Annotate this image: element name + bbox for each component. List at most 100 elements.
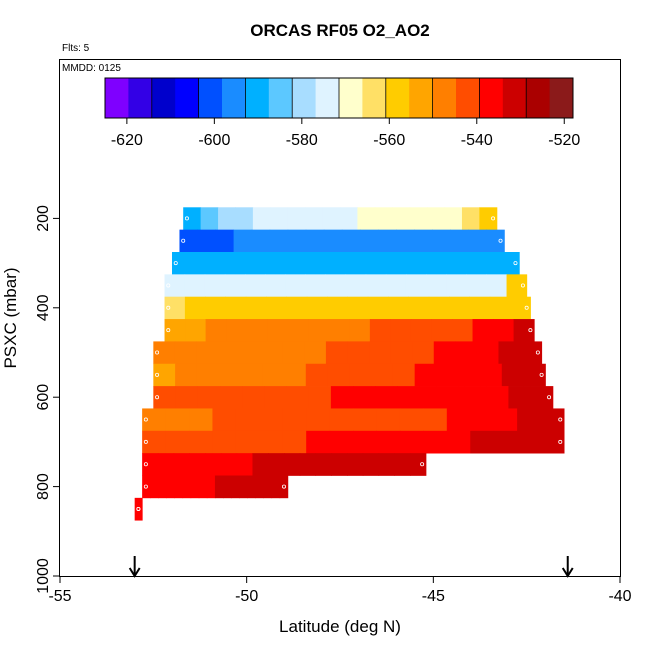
heatmap-cell xyxy=(419,386,443,409)
heatmap-cell xyxy=(470,408,495,432)
heatmap-cell xyxy=(224,274,246,298)
heatmap-cell xyxy=(442,252,462,275)
heatmap-cell xyxy=(326,252,347,275)
heatmap-cell xyxy=(306,296,328,320)
heatmap-cell xyxy=(501,363,525,387)
heatmap-cells xyxy=(134,207,565,521)
heatmap-cell xyxy=(205,296,227,320)
heatmap-cell xyxy=(267,319,289,342)
heatmap-cell xyxy=(369,341,392,365)
y-tick-label: 1000 xyxy=(35,558,52,594)
heatmap-cell xyxy=(327,363,350,387)
heatmap-cell xyxy=(461,207,480,230)
colorbar-tick-labels: -620 -600 -580 -560 -540 -520 xyxy=(111,118,580,149)
heatmap-cell xyxy=(414,363,437,387)
heatmap-cell xyxy=(299,453,317,476)
track-point xyxy=(539,372,544,377)
heatmap-cell xyxy=(396,229,415,253)
colorbar-frame xyxy=(104,77,574,119)
heatmap-cell xyxy=(179,229,199,253)
colorbar-swatch xyxy=(222,78,246,118)
heatmap-cell xyxy=(423,408,448,432)
heatmap-cell xyxy=(305,363,329,387)
y-tick-label: 800 xyxy=(35,473,52,500)
heatmap-cell xyxy=(184,296,206,320)
heatmap-cell xyxy=(345,252,366,275)
heatmap-cell xyxy=(210,252,231,275)
heatmap-cell xyxy=(306,408,331,432)
heatmap-cell xyxy=(444,207,463,230)
heatmap-cell xyxy=(249,252,269,275)
heatmap-cell xyxy=(466,274,487,298)
track-point xyxy=(524,305,529,310)
track-point xyxy=(558,439,563,444)
track-point xyxy=(155,395,160,400)
heatmap-cell xyxy=(452,319,474,342)
x-axis-label: Latitude (deg N) xyxy=(279,617,401,636)
heatmap-cell xyxy=(305,207,324,230)
heatmap-cell xyxy=(175,386,199,409)
heatmap-cell xyxy=(165,408,190,432)
heatmap-cell xyxy=(384,252,404,275)
heatmap-cell xyxy=(469,296,491,320)
heatmap-cell xyxy=(480,363,503,387)
heatmap-cell xyxy=(242,386,265,409)
heatmap-cell xyxy=(150,475,159,499)
heatmap-cell xyxy=(399,430,424,454)
track-point xyxy=(491,216,496,221)
heatmap-cell xyxy=(377,229,397,253)
heatmap-cell xyxy=(353,408,378,432)
heatmap-cell xyxy=(353,386,376,409)
heatmap-cell xyxy=(486,274,508,298)
heatmap-cell xyxy=(134,497,143,521)
heatmap-cell xyxy=(458,363,481,387)
colorbar-swatch xyxy=(456,78,480,118)
heatmap-cell xyxy=(153,341,176,365)
heatmap-cell xyxy=(347,453,364,476)
heatmap-cell xyxy=(330,386,354,409)
heatmap-cell xyxy=(269,229,289,253)
x-axis-ticks: -55 -50 -45 -40 xyxy=(48,576,632,605)
heatmap-cell xyxy=(197,229,217,253)
heatmap-cell xyxy=(461,252,482,275)
heatmap-cell xyxy=(158,475,167,499)
heatmap-cell xyxy=(166,475,175,499)
heatmap-cell xyxy=(285,274,306,298)
heatmap-cell xyxy=(190,475,200,499)
colorbar-swatch xyxy=(549,78,574,118)
track-point xyxy=(547,395,552,400)
colorbar-swatch xyxy=(526,78,550,118)
track-point xyxy=(136,506,141,511)
heatmap-cell xyxy=(412,341,435,365)
track-point xyxy=(166,305,171,310)
heatmap-cell xyxy=(185,319,207,342)
heatmap-cell xyxy=(410,453,427,476)
colorbar-swatch xyxy=(105,78,129,118)
colorbar-swatch xyxy=(292,78,316,118)
colorbar-swatch xyxy=(339,78,363,118)
flight-arrows xyxy=(128,556,574,578)
heatmap-cell xyxy=(392,363,416,387)
heatmap-cell xyxy=(184,274,206,298)
heatmap-cell xyxy=(306,430,331,454)
colorbar-swatch xyxy=(268,78,293,118)
heatmap-cell xyxy=(282,341,305,365)
colorbar xyxy=(104,77,574,119)
colorbar-swatch xyxy=(432,78,457,118)
heatmap-cell xyxy=(142,453,159,476)
track-point xyxy=(281,484,286,489)
track-point xyxy=(181,238,186,243)
track-point xyxy=(520,283,525,288)
colorbar-swatch xyxy=(175,78,199,118)
track-point xyxy=(143,439,148,444)
heatmap-cell xyxy=(464,386,487,409)
heatmap-cell xyxy=(428,296,450,320)
heatmap-cell xyxy=(493,319,515,342)
heatmap-cell xyxy=(426,274,447,298)
heatmap-cell xyxy=(218,363,241,387)
heatmap-cell xyxy=(284,453,301,476)
heatmap-cell xyxy=(235,430,260,454)
heatmap-cell xyxy=(517,430,542,454)
heatmap-cell xyxy=(255,475,264,499)
heatmap-cell xyxy=(142,430,167,454)
